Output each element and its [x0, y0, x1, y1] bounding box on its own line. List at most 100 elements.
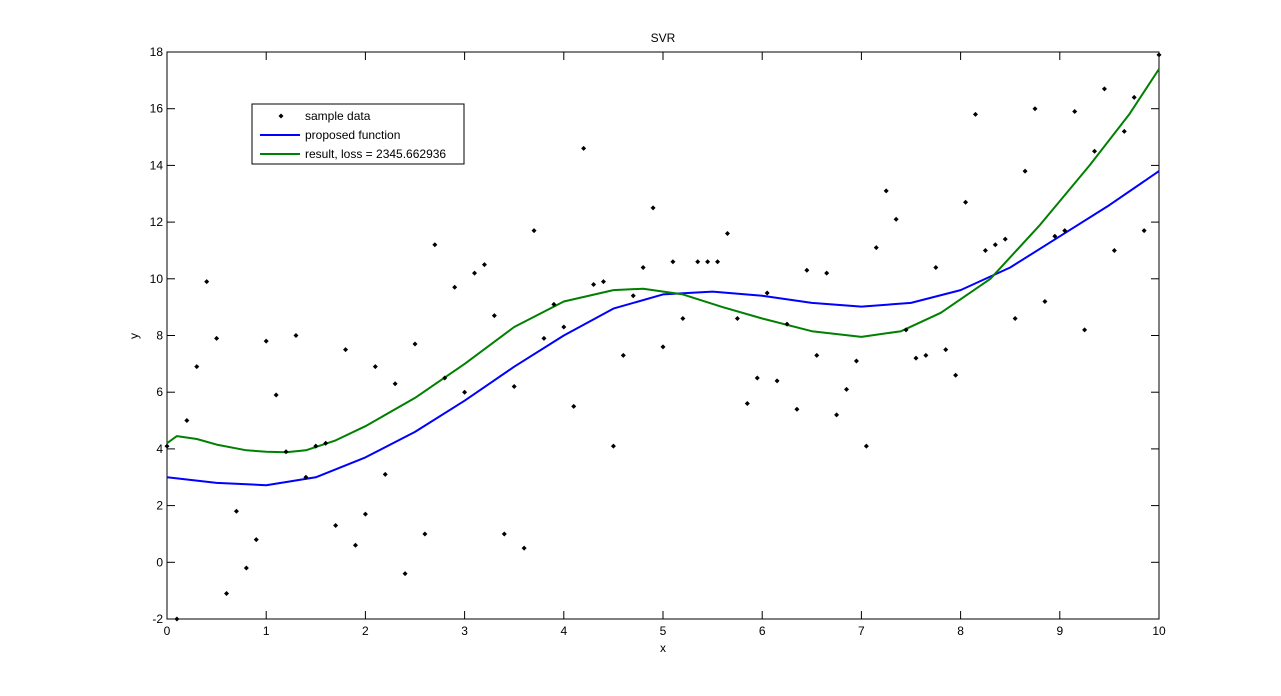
sample-data-point: [1121, 128, 1127, 134]
x-tick-label: 1: [263, 624, 270, 638]
sample-data-point: [452, 284, 458, 290]
sample-data-point: [184, 418, 190, 424]
sample-data-point: [853, 358, 859, 364]
sample-data-point: [1156, 52, 1162, 58]
y-tick-label: -2: [152, 612, 163, 626]
x-tick-label: 7: [858, 624, 865, 638]
sample-data-point: [670, 259, 676, 265]
sample-data-point: [462, 389, 468, 395]
sample-data-point: [680, 315, 686, 321]
sample-data-point: [963, 199, 969, 205]
sample-data-point: [1032, 106, 1038, 112]
sample-data-point: [600, 279, 606, 285]
sample-data-point: [903, 327, 909, 333]
sample-data-point: [734, 315, 740, 321]
x-tick-label: 2: [362, 624, 369, 638]
sample-data-point: [774, 378, 780, 384]
legend-entry-label: sample data: [305, 109, 371, 123]
sample-data-point: [194, 364, 200, 370]
y-tick-label: 2: [156, 499, 163, 513]
y-tick-label: 6: [156, 385, 163, 399]
sample-data-point: [283, 449, 289, 455]
sample-data-point: [873, 245, 879, 251]
sample-data-point: [705, 259, 711, 265]
sample-data-point: [343, 347, 349, 353]
sample-data-point: [1002, 236, 1008, 242]
sample-data-point: [402, 571, 408, 577]
sample-data-point: [754, 375, 760, 381]
sample-data-point: [834, 412, 840, 418]
sample-data-point: [204, 279, 210, 285]
x-tick-label: 10: [1152, 624, 1166, 638]
sample-data-point: [650, 205, 656, 211]
sample-data-point: [333, 522, 339, 528]
sample-data-point: [992, 242, 998, 248]
sample-data-point: [481, 262, 487, 268]
sample-data-point: [551, 301, 557, 307]
sample-data-point: [744, 401, 750, 407]
sample-data-point: [1082, 327, 1088, 333]
x-axis-label: x: [660, 641, 666, 655]
sample-data-point: [273, 392, 279, 398]
x-tick-label: 9: [1056, 624, 1063, 638]
sample-data-point: [1101, 86, 1107, 92]
x-tick-label: 6: [759, 624, 766, 638]
sample-data-point: [1141, 228, 1147, 234]
x-tick-label: 3: [461, 624, 468, 638]
sample-data-point: [1111, 247, 1117, 253]
sample-data-point: [323, 440, 329, 446]
y-tick-label: 18: [150, 45, 164, 59]
sample-data-point: [432, 242, 438, 248]
y-tick-label: 14: [150, 158, 164, 172]
sample-data-point: [362, 511, 368, 517]
sample-data-point: [303, 474, 309, 480]
sample-data-point: [422, 531, 428, 537]
sample-data-point: [953, 372, 959, 378]
sample-data-point: [581, 145, 587, 151]
sample-data-point: [174, 616, 180, 622]
legend-marker-sample: [278, 113, 284, 119]
x-tick-label: 5: [660, 624, 667, 638]
sample-data-point: [382, 471, 388, 477]
sample-data-point: [1062, 228, 1068, 234]
legend-entry-label: result, loss = 2345.662936: [305, 147, 446, 161]
sample-data-point: [883, 188, 889, 194]
sample-data-point: [541, 335, 547, 341]
sample-data-point: [660, 344, 666, 350]
sample-data-point: [472, 270, 478, 276]
sample-data-point: [214, 335, 220, 341]
sample-data-point: [1022, 168, 1028, 174]
y-tick-label: 8: [156, 329, 163, 343]
sample-data-point: [253, 537, 259, 543]
sample-data-point: [784, 321, 790, 327]
sample-data-point: [804, 267, 810, 273]
sample-data-point: [561, 324, 567, 330]
sample-data-point: [610, 443, 616, 449]
sample-data-point: [1092, 148, 1098, 154]
sample-data-point: [982, 247, 988, 253]
sample-data-point: [1042, 298, 1048, 304]
sample-data-point: [571, 403, 577, 409]
sample-data-point: [164, 443, 170, 449]
sample-data-point: [724, 230, 730, 236]
sample-data-point: [640, 264, 646, 270]
sample-data-point: [392, 381, 398, 387]
sample-data-point: [442, 375, 448, 381]
sample-data-point: [923, 352, 929, 358]
sample-data-point: [1072, 109, 1078, 115]
result-line: [167, 68, 1160, 454]
sample-data-point: [844, 386, 850, 392]
sample-data-point: [521, 545, 527, 551]
sample-data-point: [715, 259, 721, 265]
y-tick-label: 0: [156, 555, 163, 569]
sample-data-point: [893, 216, 899, 222]
sample-data-point: [814, 352, 820, 358]
sample-data-point: [531, 228, 537, 234]
sample-data-point: [824, 270, 830, 276]
sample-data-point: [943, 347, 949, 353]
sample-data-point: [1052, 233, 1058, 239]
x-tick-label: 4: [560, 624, 567, 638]
sample-data-point: [695, 259, 701, 265]
x-tick-label: 0: [164, 624, 171, 638]
